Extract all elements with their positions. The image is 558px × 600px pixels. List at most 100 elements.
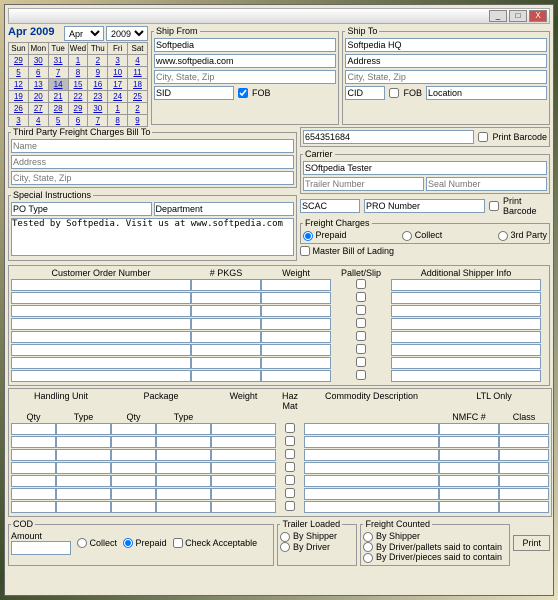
sid-input[interactable] [154,86,234,100]
calendar-day[interactable]: 16 [88,79,108,91]
order-cell[interactable] [11,318,191,330]
commodity-cell[interactable] [211,488,276,500]
commodity-cell[interactable] [499,436,549,448]
order-cell[interactable] [261,318,331,330]
commodity-cell[interactable] [56,449,111,461]
fc-prepaid-radio[interactable] [303,231,313,241]
order-cell[interactable] [191,331,261,343]
hazmat-check[interactable] [285,462,295,472]
commodity-cell[interactable] [11,475,56,487]
commodity-cell[interactable] [439,462,499,474]
commodity-cell[interactable] [156,449,211,461]
commodity-cell[interactable] [111,462,156,474]
order-cell[interactable] [11,305,191,317]
commodity-cell[interactable] [211,436,276,448]
hazmat-check[interactable] [285,488,295,498]
order-cell[interactable] [391,292,541,304]
fcnt-pallets-radio[interactable] [363,542,373,552]
minimize-button[interactable]: _ [489,10,507,22]
calendar-day[interactable]: 7 [88,115,108,127]
commodity-cell[interactable] [304,436,439,448]
calendar-day[interactable]: 3 [108,55,128,67]
commodity-cell[interactable] [211,449,276,461]
calendar-day[interactable]: 6 [68,115,88,127]
commodity-cell[interactable] [156,423,211,435]
pallet-check[interactable] [356,305,366,315]
order-cell[interactable] [11,292,191,304]
commodity-cell[interactable] [56,462,111,474]
calendar-day[interactable]: 4 [28,115,48,127]
order-cell[interactable] [11,370,191,382]
calendar-day[interactable]: 27 [28,103,48,115]
order-cell[interactable] [391,279,541,291]
commodity-cell[interactable] [11,449,56,461]
commodity-cell[interactable] [211,462,276,474]
trailer-number[interactable] [303,177,424,191]
order-cell[interactable] [11,279,191,291]
calendar-day[interactable]: 29 [9,55,29,67]
ship-to-fob-check[interactable] [389,88,399,98]
order-cell[interactable] [191,344,261,356]
commodity-cell[interactable] [156,462,211,474]
commodity-cell[interactable] [439,501,499,513]
calendar-day[interactable]: 2 [88,55,108,67]
hazmat-check[interactable] [285,475,295,485]
calendar-day[interactable]: 30 [88,103,108,115]
calendar-day[interactable]: 5 [9,67,29,79]
calendar-day[interactable]: 20 [28,91,48,103]
master-bol-check[interactable] [300,246,310,256]
ship-from-city[interactable] [154,70,336,84]
commodity-cell[interactable] [56,475,111,487]
scac-input[interactable] [300,199,360,213]
commodity-cell[interactable] [439,423,499,435]
pro-input[interactable] [364,199,485,213]
hazmat-check[interactable] [285,423,295,433]
order-cell[interactable] [391,370,541,382]
calendar-day[interactable]: 17 [108,79,128,91]
calendar-day[interactable]: 4 [128,55,148,67]
calendar-day[interactable]: 14 [48,79,68,91]
commodity-cell[interactable] [439,436,499,448]
calendar-day[interactable]: 26 [9,103,29,115]
commodity-cell[interactable] [111,488,156,500]
commodity-cell[interactable] [156,475,211,487]
calendar-day[interactable]: 24 [108,91,128,103]
commodity-cell[interactable] [111,449,156,461]
cod-collect-radio[interactable] [77,538,87,548]
commodity-cell[interactable] [211,475,276,487]
commodity-cell[interactable] [499,501,549,513]
calendar-day[interactable]: 31 [48,55,68,67]
cod-check-acceptable[interactable] [173,538,183,548]
commodity-cell[interactable] [304,423,439,435]
commodity-cell[interactable] [56,488,111,500]
print-barcode2-check[interactable] [489,201,499,211]
order-cell[interactable] [191,292,261,304]
commodity-cell[interactable] [156,501,211,513]
ship-to-name[interactable] [345,38,547,52]
commodity-cell[interactable] [111,475,156,487]
calendar-day[interactable]: 8 [68,67,88,79]
calendar-day[interactable]: 18 [128,79,148,91]
tp-name[interactable] [11,139,294,153]
commodity-cell[interactable] [439,449,499,461]
calendar-day[interactable]: 30 [28,55,48,67]
commodity-cell[interactable] [211,501,276,513]
ship-from-address[interactable] [154,54,336,68]
commodity-cell[interactable] [11,488,56,500]
print-barcode1-check[interactable] [478,132,488,142]
po-type-input[interactable] [11,202,152,216]
month-select[interactable]: Apr [64,26,104,41]
order-cell[interactable] [11,344,191,356]
commodity-cell[interactable] [111,501,156,513]
calendar-day[interactable]: 11 [128,67,148,79]
barcode1-input[interactable] [303,130,474,144]
order-cell[interactable] [391,318,541,330]
commodity-cell[interactable] [304,488,439,500]
calendar-day[interactable]: 21 [48,91,68,103]
calendar-day[interactable]: 28 [48,103,68,115]
calendar-day[interactable]: 15 [68,79,88,91]
print-button[interactable]: Print [513,535,550,551]
tl-driver-radio[interactable] [280,542,290,552]
commodity-cell[interactable] [499,488,549,500]
fc-collect-radio[interactable] [402,231,412,241]
